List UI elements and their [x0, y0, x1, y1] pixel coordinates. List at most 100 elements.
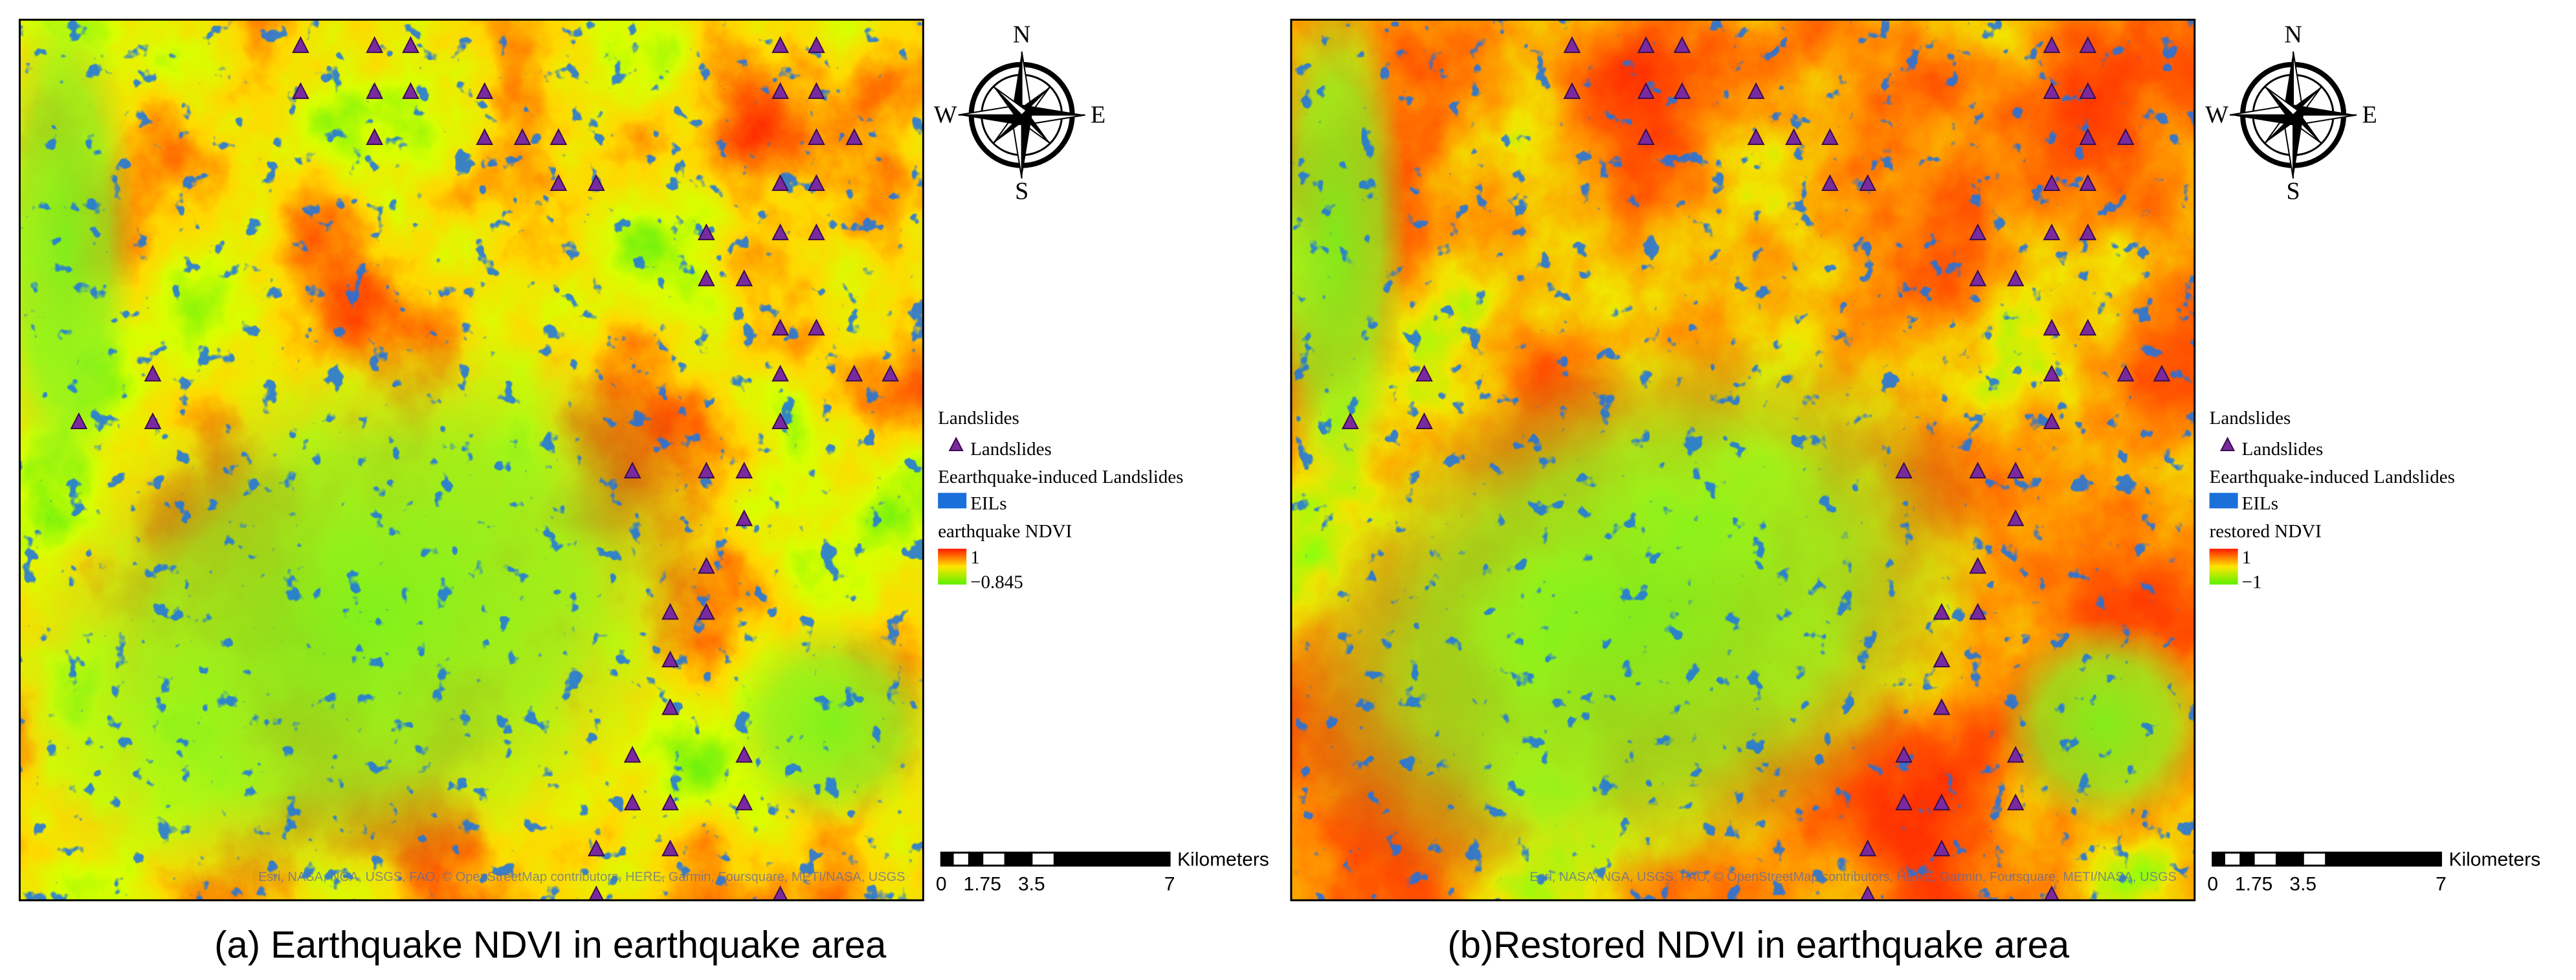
landslide-marker: [808, 223, 825, 241]
compass-point: [2283, 51, 2294, 115]
landslide-marker: [1859, 839, 1877, 856]
map-panel: Esri, NASA, NGA, USGS, FAO, © OpenStreet…: [1291, 19, 2195, 900]
scale-label: 7: [1164, 874, 1175, 895]
eil-layer: [1291, 19, 2195, 900]
landslide-marker: [772, 318, 789, 336]
compass-label: W: [934, 102, 957, 129]
legend-symbol: [938, 493, 967, 509]
landslide-marker: [1637, 128, 1655, 145]
landslide-marker: [1747, 82, 1765, 99]
ramp-max-label: 1: [970, 548, 980, 568]
compass: N S W E: [934, 21, 1106, 205]
compass-label: S: [1015, 178, 1028, 205]
landslide-marker: [1969, 557, 1987, 574]
landslide-marker: [513, 128, 531, 145]
landslide-marker: [882, 364, 899, 382]
attribution: Esri, NASA, NGA, USGS, FAO, © OpenStreet…: [258, 870, 905, 884]
landslide-marker: [698, 462, 715, 479]
scale-label: 1.75: [2235, 874, 2272, 895]
compass-label: S: [2286, 178, 2300, 205]
landslide-marker: [476, 82, 494, 99]
landslide-marker: [2006, 462, 2025, 479]
legend-label: Landslides: [970, 439, 1052, 460]
legend-symbol: [2209, 493, 2238, 509]
landslide-marker: [772, 412, 789, 430]
landslide-marker: [1969, 269, 1987, 287]
landslide-marker: [623, 746, 641, 763]
compass-point: [2293, 115, 2304, 179]
landslide-marker: [2043, 412, 2061, 430]
compass-label: N: [2284, 21, 2302, 49]
landslide-marker: [1860, 885, 1876, 900]
landslide-marker: [808, 82, 825, 99]
landslide-marker: [476, 128, 494, 145]
landslide-marker: [1859, 174, 1877, 192]
legend-title: Landslides: [938, 408, 1019, 429]
landslide-marker: [661, 651, 679, 668]
scale-segment: [1004, 851, 1033, 867]
compass-label: W: [2205, 102, 2228, 129]
landslide-marker: [808, 174, 825, 192]
map-frame: [1290, 18, 2196, 902]
landslide-marker: [772, 223, 789, 241]
compass-label: N: [1013, 21, 1030, 49]
attribution: Esri, NASA, NGA, USGS, FAO, © OpenStreet…: [1529, 870, 2176, 884]
landslide-marker: [144, 412, 162, 430]
landslide-marker: [698, 223, 715, 241]
landslide-marker: [2043, 364, 2061, 382]
landslide-marker: [1416, 364, 1433, 382]
landslide-marker: [1969, 603, 1987, 620]
landslide-marker: [2153, 364, 2171, 382]
landslide-marker: [661, 603, 679, 620]
landslide-marker: [587, 839, 605, 856]
landslide-marker: [808, 318, 825, 336]
landslide-marker: [1933, 698, 1951, 715]
compass-point: [993, 86, 1022, 120]
landslide-marker: [1933, 839, 1951, 856]
eil-layer: [19, 19, 924, 900]
landslide-marker: [366, 128, 384, 145]
legend-symbol: [948, 436, 964, 452]
landslide-marker: [1933, 793, 1951, 810]
landslide-marker: [2006, 509, 2025, 526]
scale-unit: Kilometers: [2448, 849, 2540, 871]
landslide-marker: [366, 36, 384, 53]
landslide-marker: [366, 82, 384, 99]
landslide-marker: [735, 269, 753, 287]
scale-unit: Kilometers: [1177, 849, 1269, 871]
landslide-marker: [698, 603, 715, 620]
landslide-marker: [292, 82, 309, 99]
landslide-marker: [2043, 82, 2061, 99]
landslide-marker: [1563, 82, 1581, 99]
scale-label: 3.5: [2289, 874, 2316, 895]
landslide-marker: [1933, 651, 1951, 668]
caption: (a) Earthquake NDVI in earthquake area: [214, 924, 887, 966]
landslide-marker: [2079, 174, 2097, 192]
landslide-marker: [845, 364, 863, 382]
landslide-marker: [1895, 746, 1913, 763]
landslide-marker: [1637, 36, 1655, 53]
scale-segment: [2239, 851, 2255, 867]
scale-label: 3.5: [1018, 874, 1045, 895]
landslide-marker: [1747, 128, 1765, 145]
landslide-marker: [623, 793, 641, 810]
landslide-marker: [587, 174, 605, 192]
landslide-marker: [735, 793, 753, 810]
landslide-marker: [588, 885, 605, 900]
scale-segment: [951, 851, 970, 867]
landslide-marker: [144, 364, 162, 382]
landslide-marker: [402, 82, 419, 99]
legend-title: Eearthquake-induced Landslides: [2210, 467, 2455, 487]
landslide-marker: [1416, 412, 1433, 430]
landslide-marker: [772, 36, 789, 53]
legend-label: EILs: [970, 493, 1006, 514]
color-ramp: [938, 548, 967, 585]
landslide-marker: [2043, 223, 2061, 241]
landslide-marker: [292, 36, 309, 53]
legend-title: restored NDVI: [2210, 521, 2322, 542]
landslide-marker: [550, 128, 568, 145]
compass-point: [1021, 104, 1085, 115]
